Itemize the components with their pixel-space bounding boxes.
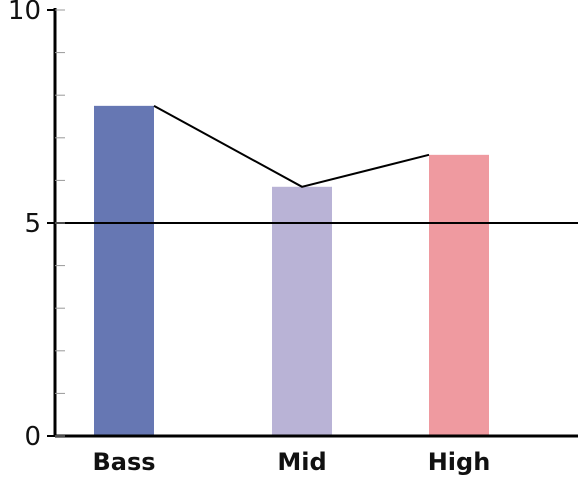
bar-bass bbox=[94, 105, 154, 436]
y-tick-label: 5 bbox=[24, 209, 41, 239]
x-category-label: High bbox=[428, 448, 491, 476]
y-tick-label: 0 bbox=[24, 422, 41, 452]
trend-line bbox=[153, 104, 430, 188]
x-category-label: Mid bbox=[277, 448, 326, 476]
bar-high bbox=[429, 154, 489, 436]
x-category-label: Bass bbox=[92, 448, 155, 476]
y-tick-label: 10 bbox=[8, 0, 41, 26]
bar-mid bbox=[272, 186, 332, 436]
